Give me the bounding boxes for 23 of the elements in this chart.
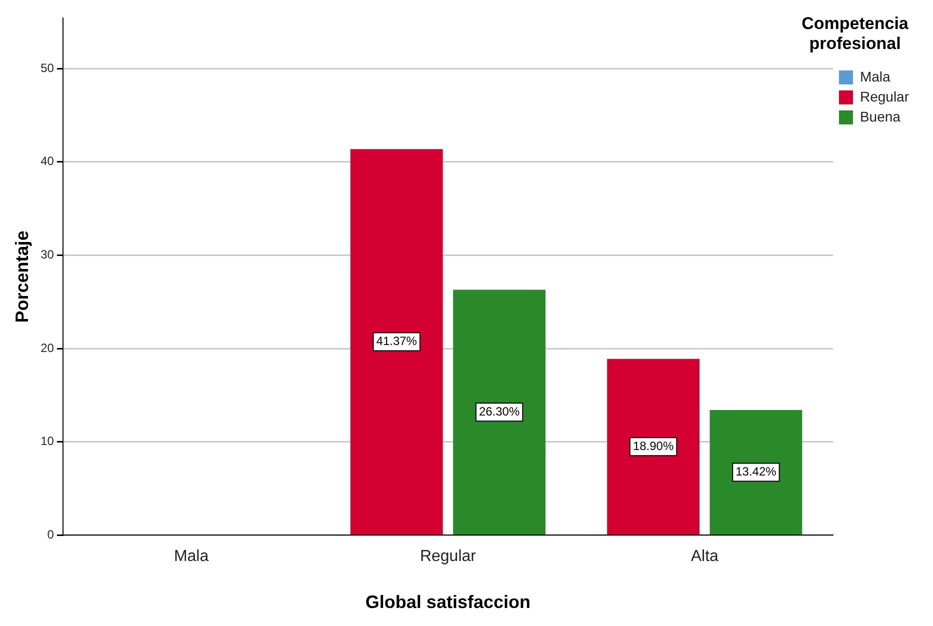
bar [350,149,443,534]
data-label: 13.42% [736,464,777,479]
y-tick-label: 0 [47,528,54,542]
y-tick-label: 40 [40,154,54,168]
bar [607,358,700,534]
data-label: 26.30% [478,404,520,418]
legend-title: Competencia profesional [800,14,910,54]
bar [453,290,546,534]
legend-label: Regular [860,88,910,104]
x-tick-label: Alta [690,548,719,566]
y-axis-title: Porcentaje [12,230,32,323]
legend-label: Mala [860,68,891,84]
x-tick-label: Mala [174,548,209,566]
y-tick-label: 10 [40,434,54,448]
legend-label: Buena [860,108,901,124]
y-tick-label: 50 [40,60,54,75]
data-label: 41.37% [376,334,418,348]
data-label: 18.90% [632,438,674,453]
y-tick-label: 20 [40,340,54,355]
x-tick-label: Regular [420,548,477,566]
bar [710,410,802,534]
x-axis-title: Global satisfaccion [365,592,530,612]
y-tick-label: 30 [40,248,54,262]
